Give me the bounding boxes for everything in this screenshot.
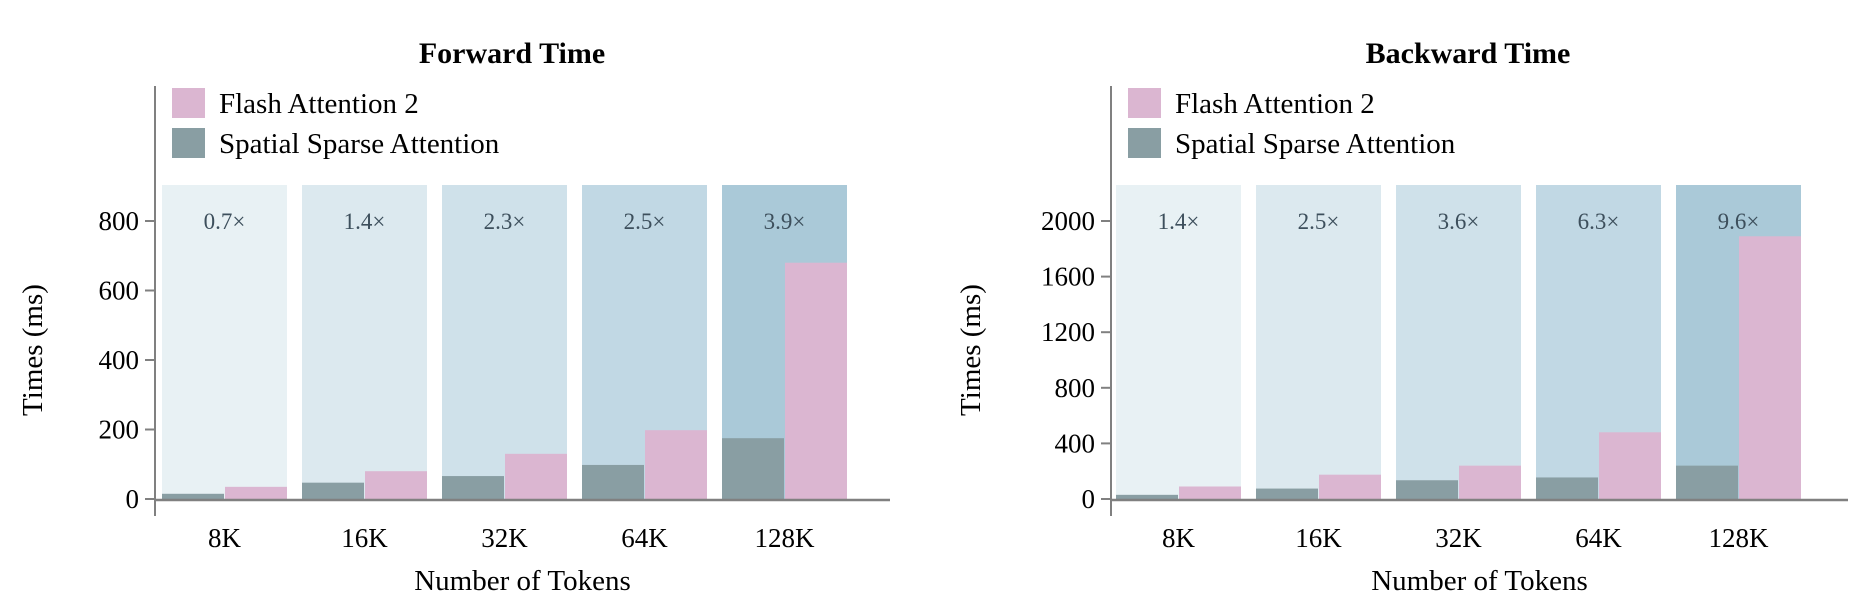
y-tick-label: 600 <box>99 276 140 306</box>
legend-flash-attention-2: Flash Attention 2 <box>172 88 419 120</box>
legend-flash-attention-2: Flash Attention 2 <box>1128 88 1375 120</box>
legend-label: Flash Attention 2 <box>1175 88 1375 120</box>
x-tick-label: 32K <box>1435 523 1482 553</box>
chart-title: Forward Time <box>419 37 605 70</box>
speedup-band <box>1396 185 1521 499</box>
legend-swatch <box>172 88 205 118</box>
y-tick-label: 400 <box>1055 428 1096 458</box>
bar-spatial-sparse-attention <box>162 493 224 499</box>
bar-spatial-sparse-attention <box>722 438 784 499</box>
speedup-label: 9.6× <box>1718 209 1760 234</box>
y-tick-label: 400 <box>99 345 140 375</box>
x-tick-label: 32K <box>481 523 528 553</box>
y-tick-label: 2000 <box>1041 206 1095 236</box>
backward-chart: 1.4× 2.5× 3.6× 6.3× 9.6× 0 400 800 1200 1600 2000 8… <box>955 37 1848 597</box>
bar-flash-attention-2 <box>1179 486 1241 499</box>
bar-flash-attention-2 <box>1739 236 1801 500</box>
y-tick-label: 800 <box>99 206 140 236</box>
bar-flash-attention-2 <box>225 486 287 499</box>
bar-spatial-sparse-attention <box>1116 494 1178 499</box>
speedup-label: 1.4× <box>344 209 386 234</box>
chart-title: Backward Time <box>1366 37 1571 70</box>
speedup-label: 1.4× <box>1158 209 1200 234</box>
y-tick-label: 800 <box>1055 373 1096 403</box>
y-tick-label: 1600 <box>1041 262 1095 292</box>
bar-flash-attention-2 <box>785 262 847 499</box>
y-tick-label: 0 <box>126 484 140 514</box>
forward-chart: 0.7× 1.4× 2.3× 2.5× 3.9× 0 200 400 600 800 8K 16K 32… <box>17 37 890 597</box>
x-axis-label: Number of Tokens <box>414 565 631 597</box>
speedup-label: 0.7× <box>204 209 246 234</box>
bar-spatial-sparse-attention <box>582 464 644 499</box>
bar-spatial-sparse-attention <box>1676 465 1738 499</box>
speedup-label: 3.9× <box>764 209 806 234</box>
bar-spatial-sparse-attention <box>1396 480 1458 499</box>
x-tick-label: 64K <box>621 523 668 553</box>
speedup-band <box>1116 185 1241 499</box>
bar-flash-attention-2 <box>1319 474 1381 499</box>
x-tick-label: 8K <box>1162 523 1196 553</box>
y-axis-label: Times (ms) <box>17 284 49 416</box>
bar-spatial-sparse-attention <box>442 476 504 499</box>
x-tick-label: 16K <box>341 523 388 553</box>
speedup-label: 2.3× <box>484 209 526 234</box>
speedup-band <box>442 185 567 499</box>
speedup-label: 6.3× <box>1578 209 1620 234</box>
x-tick-label: 8K <box>208 523 242 553</box>
bar-flash-attention-2 <box>1459 465 1521 499</box>
y-tick-label: 1200 <box>1041 317 1095 347</box>
y-tick-label: 200 <box>99 415 140 445</box>
x-tick-label: 128K <box>1709 523 1770 553</box>
legend-spatial-sparse-attention: Spatial Sparse Attention <box>172 128 500 160</box>
speedup-label: 2.5× <box>624 209 666 234</box>
x-tick-label: 64K <box>1575 523 1622 553</box>
speedup-band <box>1256 185 1381 499</box>
bar-spatial-sparse-attention <box>302 482 364 499</box>
x-tick-label: 128K <box>755 523 816 553</box>
legend-swatch <box>1128 88 1161 118</box>
x-tick-label: 16K <box>1295 523 1342 553</box>
bar-flash-attention-2 <box>365 471 427 499</box>
speedup-band <box>302 185 427 499</box>
bar-flash-attention-2 <box>1599 432 1661 499</box>
y-axis-label: Times (ms) <box>955 284 987 416</box>
speedup-label: 3.6× <box>1438 209 1480 234</box>
speedup-band <box>162 185 287 499</box>
legend-spatial-sparse-attention: Spatial Sparse Attention <box>1128 128 1456 160</box>
bar-flash-attention-2 <box>505 453 567 499</box>
bar-spatial-sparse-attention <box>1536 477 1598 499</box>
bar-spatial-sparse-attention <box>1256 488 1318 499</box>
x-axis-label: Number of Tokens <box>1371 565 1588 597</box>
bar-flash-attention-2 <box>645 430 707 499</box>
speedup-label: 2.5× <box>1298 209 1340 234</box>
legend-label: Spatial Sparse Attention <box>219 128 500 160</box>
legend-swatch <box>172 128 205 158</box>
legend-label: Spatial Sparse Attention <box>1175 128 1456 160</box>
legend-label: Flash Attention 2 <box>219 88 419 120</box>
y-tick-label: 0 <box>1082 484 1096 514</box>
legend-swatch <box>1128 128 1161 158</box>
